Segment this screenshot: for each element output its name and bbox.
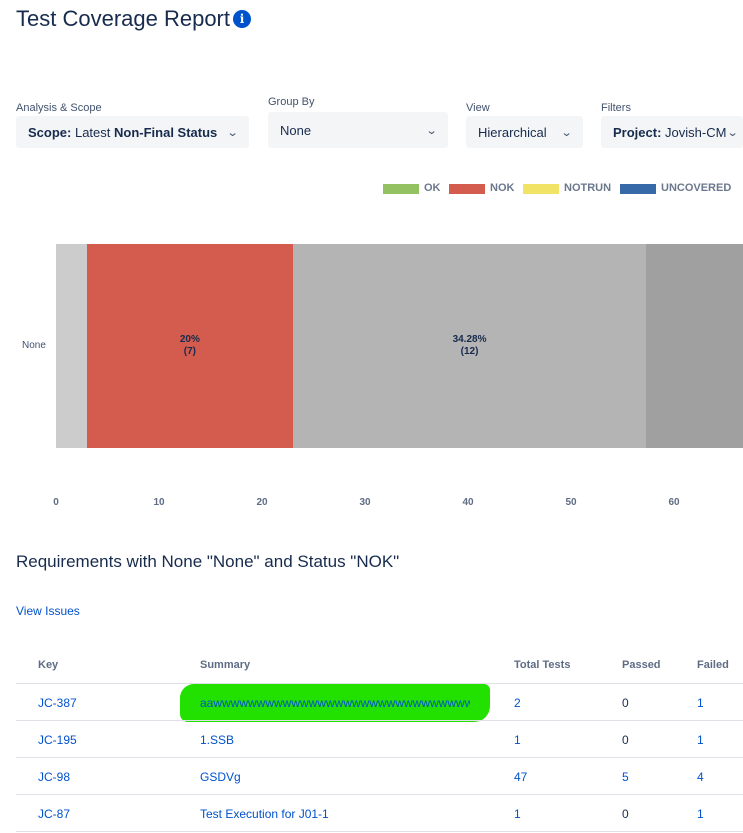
legend-swatch-nok <box>449 184 485 194</box>
row-total-tests[interactable]: 1 <box>514 733 521 747</box>
row-key[interactable]: JC-387 <box>38 696 77 710</box>
redaction-highlight <box>180 684 490 722</box>
column-header-total-tests[interactable]: Total Tests <box>514 659 571 671</box>
row-passed: 0 <box>622 733 629 747</box>
x-tick-label: 20 <box>256 497 268 508</box>
chevron-down-icon: ⌄ <box>726 126 739 139</box>
x-tick-label: 60 <box>668 497 680 508</box>
row-failed[interactable]: 1 <box>697 807 704 821</box>
row-total-tests[interactable]: 47 <box>514 770 528 784</box>
group-by-label: Group By <box>268 96 315 108</box>
x-tick-label: 40 <box>462 497 474 508</box>
group-by-value: None <box>280 122 312 138</box>
page-title: Test Coverage Report <box>16 6 230 31</box>
group-by-select[interactable]: None ⌄ <box>268 112 448 148</box>
scope-value-light: Latest <box>74 124 111 140</box>
scope-select[interactable]: Scope: Latest Non-Final Status ⌄ <box>16 116 249 148</box>
row-summary[interactable]: GSDVg <box>200 770 241 784</box>
requirements-title: Requirements with None "None" and Status… <box>16 552 400 571</box>
view-label: View <box>466 102 490 114</box>
divider <box>16 757 743 758</box>
bar-segment[interactable]: 20% (7) <box>86 244 293 448</box>
filters-select[interactable]: Project: Jovish-CM ⌄ <box>601 116 743 148</box>
x-tick-label: 0 <box>53 497 59 508</box>
legend-label-ok[interactable]: OK <box>424 182 441 194</box>
x-tick-label: 10 <box>153 497 165 508</box>
row-failed[interactable]: 1 <box>697 733 704 747</box>
view-value: Hierarchical <box>478 124 547 140</box>
analysis-scope-label: Analysis & Scope <box>16 102 102 114</box>
row-failed[interactable]: 1 <box>697 696 704 710</box>
column-header-failed[interactable]: Failed <box>697 659 729 671</box>
filters-prefix: Project: <box>613 124 662 140</box>
divider <box>16 683 743 684</box>
chevron-down-icon: ⌄ <box>425 124 438 137</box>
legend-swatch-ok <box>383 184 419 194</box>
divider <box>16 720 743 721</box>
row-passed[interactable]: 5 <box>622 770 629 784</box>
column-header-summary[interactable]: Summary <box>200 659 251 671</box>
row-failed[interactable]: 4 <box>697 770 704 784</box>
legend-label-uncovered[interactable]: UNCOVERED <box>661 182 732 194</box>
legend-label-notrun[interactable]: NOTRUN <box>564 182 612 194</box>
column-header-key[interactable]: Key <box>38 659 59 671</box>
legend-swatch-notrun <box>523 184 559 194</box>
data-label: 20% <box>179 334 200 345</box>
divider <box>16 794 743 795</box>
filters-label: Filters <box>601 102 631 114</box>
row-key[interactable]: JC-195 <box>38 733 77 747</box>
scope-value-bold: Non-Final Status <box>114 124 218 140</box>
bar-segment[interactable]: 34.28% (12) <box>292 244 647 448</box>
view-select[interactable]: Hierarchical ⌄ <box>466 116 583 148</box>
x-tick-label: 50 <box>565 497 577 508</box>
x-tick-label: 30 <box>359 497 371 508</box>
row-passed: 0 <box>622 696 629 710</box>
row-passed: 0 <box>622 807 629 821</box>
data-label-count: (7) <box>183 346 196 357</box>
column-header-passed[interactable]: Passed <box>622 659 661 671</box>
row-summary[interactable]: aawwwwwwwwwwwwwwwwwwwwwwwwwwwwww... <box>200 696 470 710</box>
category-label-none: None <box>22 340 46 351</box>
chevron-down-icon: ⌄ <box>560 126 573 139</box>
row-total-tests[interactable]: 1 <box>514 807 521 821</box>
row-key[interactable]: JC-98 <box>38 770 71 784</box>
legend-swatch-uncovered <box>620 184 656 194</box>
filters-value: Jovish-CM <box>665 124 727 140</box>
row-total-tests[interactable]: 2 <box>514 696 521 710</box>
info-icon[interactable]: i <box>233 10 251 28</box>
chevron-down-icon: ⌄ <box>226 126 239 139</box>
scope-prefix: Scope: <box>28 124 72 140</box>
data-label: 34.28% <box>452 334 487 345</box>
bar-segment[interactable] <box>646 244 743 448</box>
row-key[interactable]: JC-87 <box>38 807 71 821</box>
data-label-count: (12) <box>460 346 479 357</box>
bar-segment[interactable] <box>56 244 87 448</box>
legend-label-nok[interactable]: NOK <box>490 182 515 194</box>
divider <box>16 831 743 832</box>
row-summary[interactable]: Test Execution for J01-1 <box>200 807 329 821</box>
row-summary[interactable]: 1.SSB <box>200 733 235 747</box>
view-issues-link[interactable]: View Issues <box>16 604 80 618</box>
